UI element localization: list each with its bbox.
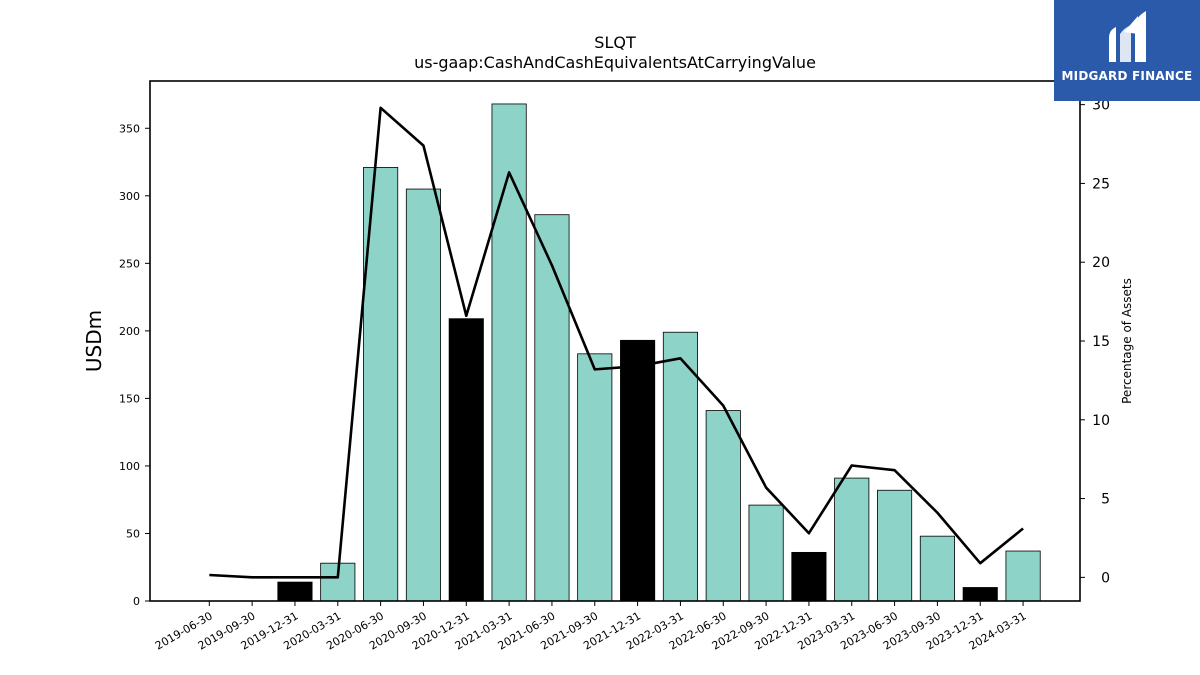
bar-2024-03-31: [1005, 550, 1041, 602]
y-tick-label: 250: [119, 257, 140, 270]
bar-2022-03-31: [662, 331, 698, 602]
bar-2021-06-30: [534, 214, 570, 602]
bar-2023-03-31: [834, 477, 870, 602]
bar-2022-09-30: [748, 504, 784, 602]
chart-subtitle: us-gaap:CashAndCashEquivalentsAtCarrying…: [414, 53, 816, 72]
bar-2021-03-31: [491, 103, 527, 602]
bar-2023-09-30: [919, 535, 955, 602]
bar-2023-12-31: [962, 587, 998, 602]
y2-axis-label: Percentage of Assets: [1120, 278, 1134, 404]
y2-tick-label: 5: [1101, 492, 1110, 508]
y-tick-label: 0: [133, 595, 140, 608]
plot-frame: [149, 80, 1081, 602]
y-tick-label: 350: [119, 122, 140, 135]
y-tick-label: 300: [119, 190, 140, 203]
bar-2022-12-31: [791, 551, 827, 602]
y2-tick-label: 30: [1092, 98, 1110, 114]
bar-2019-12-31: [277, 581, 313, 602]
y-tick-label: 50: [126, 527, 140, 540]
y-tick-label: 150: [119, 392, 140, 405]
bar-2020-12-31: [448, 318, 484, 602]
y2-tick-label: 25: [1092, 176, 1110, 192]
bar-2023-06-30: [877, 489, 913, 602]
y-tick-label: 200: [119, 325, 140, 338]
chart-title: SLQT: [594, 33, 636, 52]
y2-tick-label: 0: [1101, 570, 1110, 586]
y2-tick-label: 10: [1092, 413, 1110, 429]
y-axis-label: USDm: [82, 310, 106, 372]
bar-2021-12-31: [620, 339, 656, 602]
bar-2022-06-30: [705, 410, 741, 602]
bar-2020-09-30: [405, 188, 441, 602]
brand-name: MIDGARD FINANCE: [1061, 69, 1193, 83]
midgard-logo-icon: [1109, 11, 1146, 62]
percentage-line: [209, 106, 1024, 579]
brand-badge: MIDGARD FINANCE: [1054, 0, 1200, 101]
y-tick-label: 100: [119, 460, 140, 473]
y2-tick-label: 20: [1092, 255, 1110, 271]
bar-2021-09-30: [577, 353, 613, 602]
y2-tick-label: 15: [1092, 334, 1110, 350]
